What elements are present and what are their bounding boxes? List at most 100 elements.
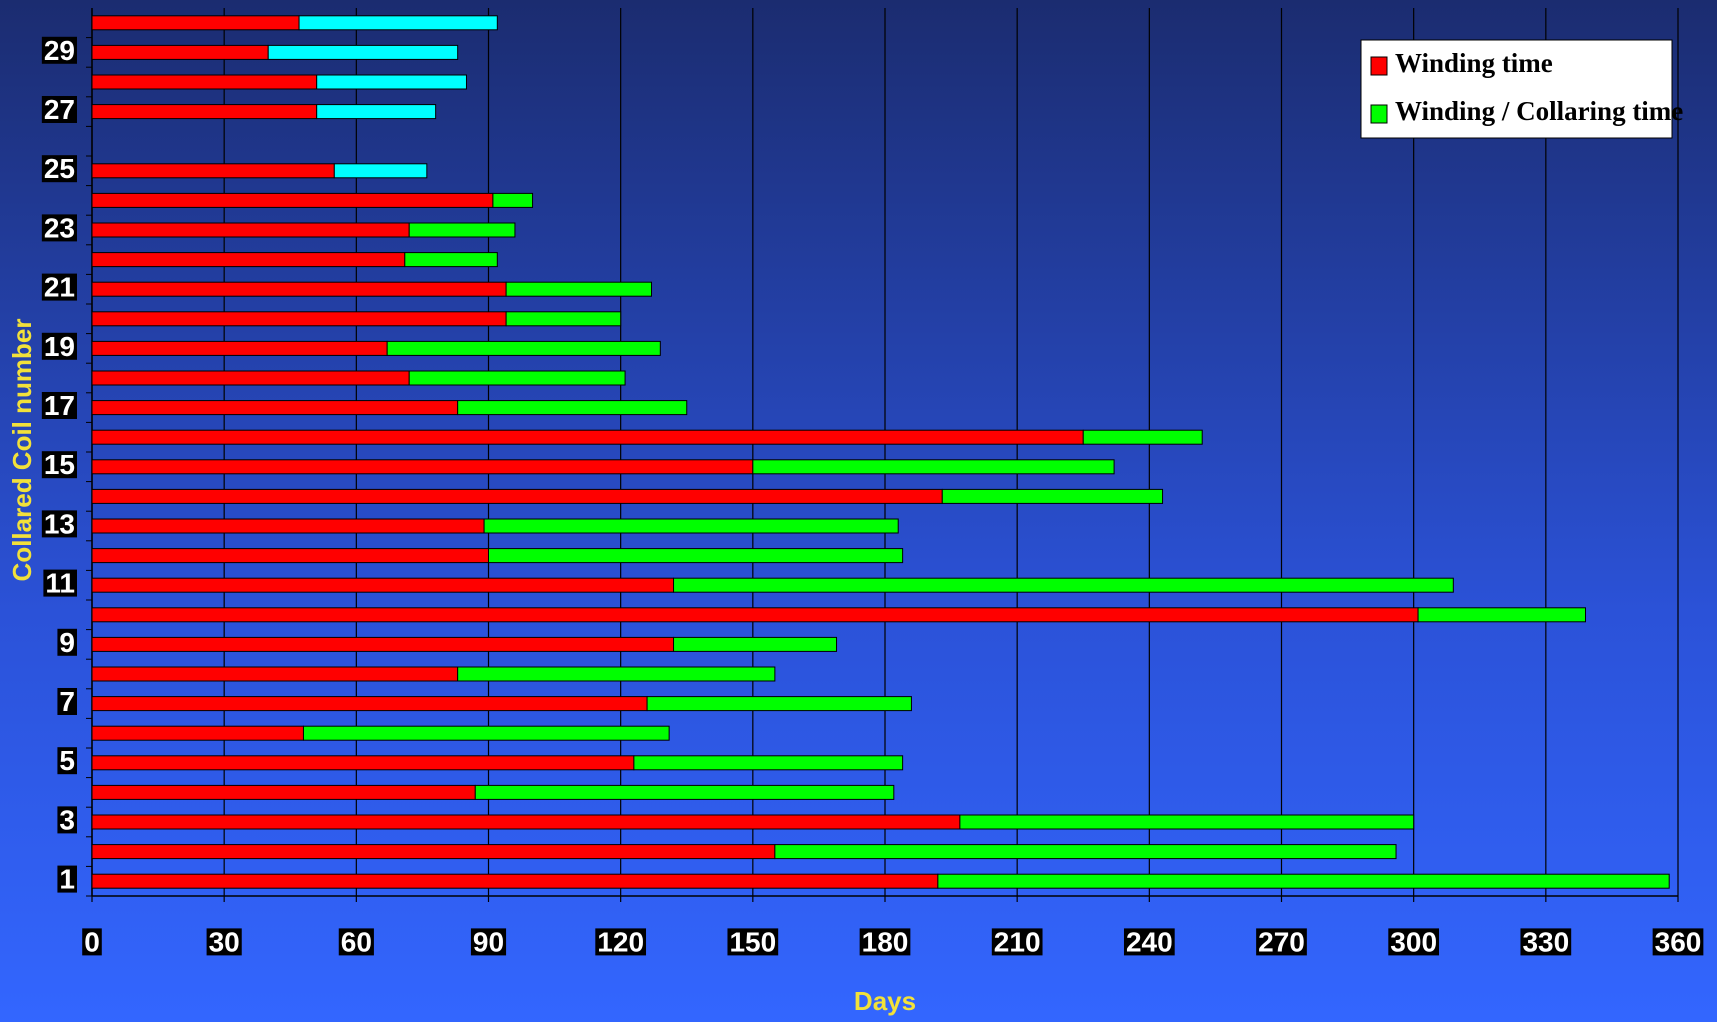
bar-segment: [91, 577, 675, 593]
label-box: [338, 928, 374, 956]
bar-segment: [505, 281, 653, 297]
bar-segment: [457, 666, 776, 682]
y-tick-label: 17: [44, 390, 75, 421]
label-box: [41, 155, 77, 183]
label-box: [57, 747, 77, 775]
bar-segment: [774, 844, 1397, 860]
bar-segment: [91, 104, 318, 120]
label-box: [41, 95, 77, 123]
x-axis-title: Days: [854, 986, 916, 1016]
bar-segment: [633, 755, 904, 771]
bar-segment: [404, 252, 498, 268]
bar-segment: [91, 252, 406, 268]
label-box: [1388, 928, 1440, 956]
y-tick-label: 9: [59, 627, 75, 658]
bar-segment: [91, 15, 300, 31]
x-tick-label: 330: [1522, 926, 1569, 957]
label-box: [1520, 928, 1572, 956]
label-box: [82, 928, 102, 956]
y-tick-label: 7: [59, 686, 75, 717]
bar-segment: [673, 577, 1454, 593]
y-tick-label: 25: [44, 153, 75, 184]
bar-segment: [408, 222, 516, 238]
bar-segment: [91, 44, 269, 60]
y-tick-label: 21: [44, 272, 75, 303]
bar-segment: [91, 844, 776, 860]
bar-segment: [302, 725, 670, 741]
y-tick-label: 19: [44, 331, 75, 362]
bar-segment: [91, 370, 410, 386]
bar-segment: [267, 44, 459, 60]
legend-label: Winding time: [1395, 48, 1553, 78]
bar-segment: [91, 814, 961, 830]
label-box: [206, 928, 242, 956]
bar-segment: [91, 784, 476, 800]
bar-segment: [91, 636, 675, 652]
label-box: [727, 928, 779, 956]
bar-segment: [91, 518, 485, 534]
x-tick-label: 150: [729, 926, 776, 957]
bar-segment: [937, 873, 1670, 889]
bar-segment: [91, 281, 507, 297]
y-tick-label: 29: [44, 35, 75, 66]
bar-segment: [316, 104, 437, 120]
label-box: [41, 391, 77, 419]
bar-segment: [298, 15, 498, 31]
label-box: [41, 36, 77, 64]
bar-segment: [91, 74, 318, 90]
x-tick-label: 300: [1390, 926, 1437, 957]
y-tick-label: 15: [44, 449, 75, 480]
bar-segment: [316, 74, 467, 90]
bar-segment: [646, 696, 912, 712]
bar-segment: [474, 784, 895, 800]
y-tick-label: 11: [45, 568, 75, 599]
bar-segment: [673, 636, 838, 652]
bar-segment: [91, 459, 754, 475]
legend-box: [1360, 39, 1673, 139]
label-box: [859, 928, 911, 956]
x-tick-label: 270: [1258, 926, 1305, 957]
bar-segment: [91, 488, 943, 504]
y-tick-label: 3: [59, 804, 75, 835]
y-axis-title: Collared Coil number: [7, 319, 37, 582]
bar-segment: [91, 222, 410, 238]
label-box: [41, 332, 77, 360]
y-tick-label: 1: [59, 864, 75, 895]
label-box: [1652, 928, 1704, 956]
bar-segment: [91, 192, 494, 208]
bar-segment: [91, 340, 388, 356]
x-tick-label: 60: [341, 926, 372, 957]
bar-segment: [91, 163, 335, 179]
bar-segment: [91, 607, 1419, 623]
x-tick-label: 30: [209, 926, 240, 957]
bar-segment: [386, 340, 661, 356]
bar-segment: [91, 548, 489, 564]
bar-segment: [91, 873, 939, 889]
label-box: [41, 510, 77, 538]
legend-swatch: [1370, 56, 1388, 76]
label-box: [57, 628, 77, 656]
label-box: [57, 806, 77, 834]
x-tick-label: 0: [84, 926, 100, 957]
x-tick-label: 180: [862, 926, 909, 957]
label-box: [595, 928, 647, 956]
label-box: [41, 214, 77, 242]
bar-segment: [483, 518, 899, 534]
bar-segment: [91, 755, 635, 771]
bar-segment: [333, 163, 428, 179]
bar-segment: [752, 459, 1115, 475]
bar-segment: [91, 429, 1084, 445]
label-box: [991, 928, 1043, 956]
x-tick-label: 240: [1126, 926, 1173, 957]
bar-segment: [91, 311, 507, 327]
x-tick-label: 120: [597, 926, 644, 957]
bar-segment: [91, 666, 459, 682]
x-tick-label: 90: [473, 926, 504, 957]
label-box: [57, 687, 77, 715]
bar-segment: [959, 814, 1415, 830]
y-tick-label: 13: [44, 508, 75, 539]
legend-swatch: [1370, 104, 1388, 124]
bar-segment: [91, 725, 304, 741]
bar-segment: [1417, 607, 1586, 623]
